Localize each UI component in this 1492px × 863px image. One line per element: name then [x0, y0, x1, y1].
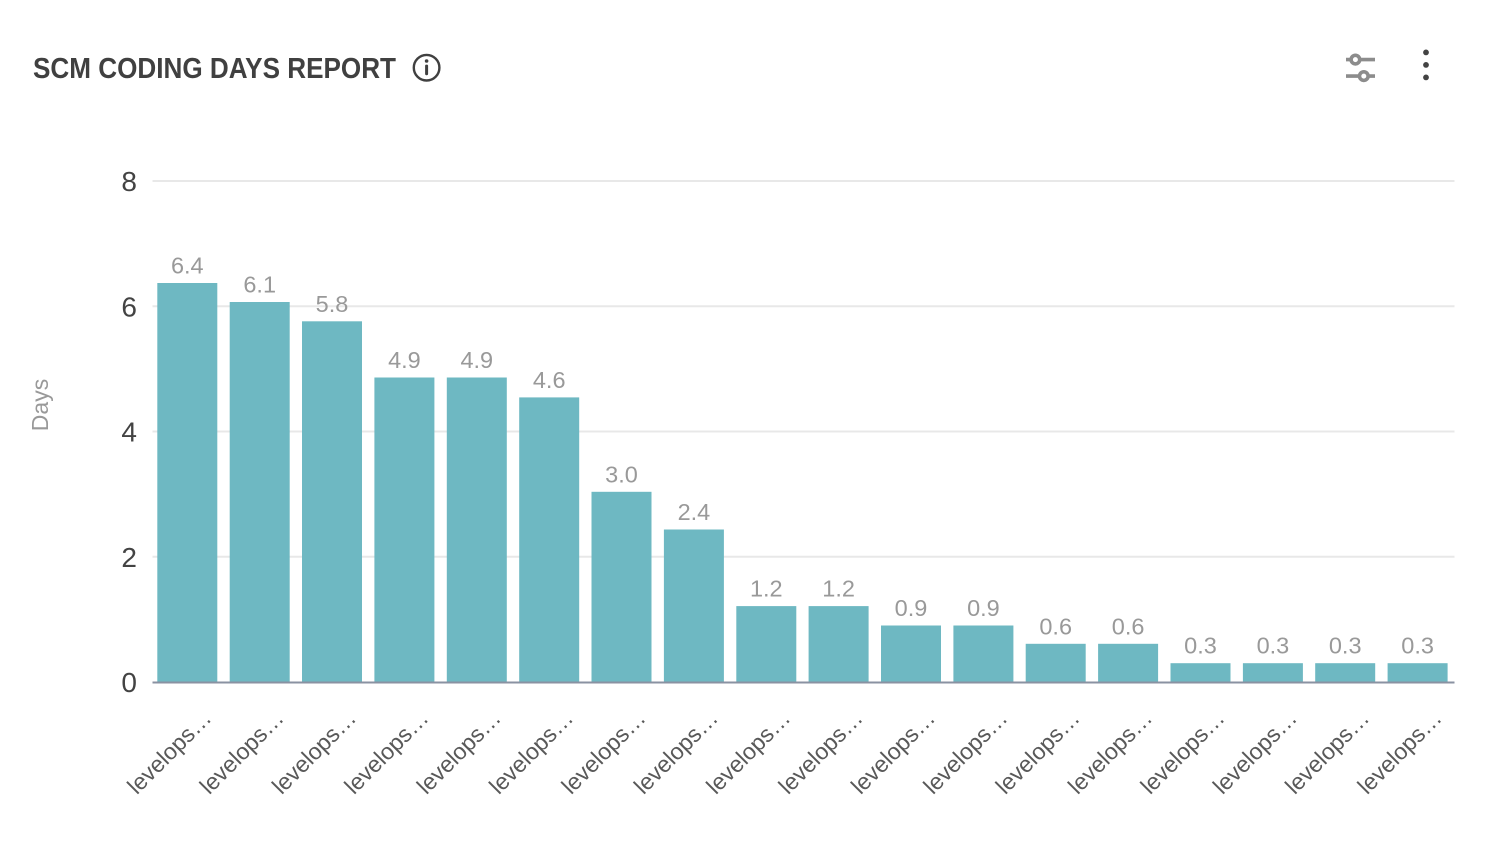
svg-text:0.3: 0.3	[1401, 633, 1434, 659]
svg-text:1.2: 1.2	[750, 576, 783, 602]
svg-text:0.6: 0.6	[1039, 613, 1072, 639]
svg-text:5.8: 5.8	[316, 291, 349, 317]
svg-text:4.6: 4.6	[533, 367, 566, 393]
svg-text:0.3: 0.3	[1329, 633, 1362, 659]
svg-text:Days: Days	[27, 379, 53, 431]
svg-text:0.9: 0.9	[895, 595, 928, 621]
svg-text:0.9: 0.9	[967, 595, 1000, 621]
svg-text:3.0: 3.0	[605, 461, 638, 487]
svg-text:4: 4	[121, 417, 137, 448]
svg-text:6.4: 6.4	[171, 253, 204, 279]
svg-text:0: 0	[121, 667, 137, 698]
svg-text:6.1: 6.1	[243, 272, 276, 298]
svg-text:4.9: 4.9	[388, 347, 421, 373]
svg-text:0.6: 0.6	[1112, 613, 1145, 639]
svg-text:8: 8	[121, 166, 137, 197]
svg-text:2: 2	[121, 542, 137, 573]
svg-text:0.3: 0.3	[1184, 633, 1217, 659]
svg-text:4.9: 4.9	[460, 347, 493, 373]
svg-text:2.4: 2.4	[678, 499, 711, 525]
svg-text:1.2: 1.2	[822, 576, 855, 602]
svg-text:6: 6	[121, 291, 137, 322]
svg-text:SCM CODING DAYS REPORT: SCM CODING DAYS REPORT	[33, 53, 397, 85]
svg-text:0.3: 0.3	[1257, 633, 1290, 659]
